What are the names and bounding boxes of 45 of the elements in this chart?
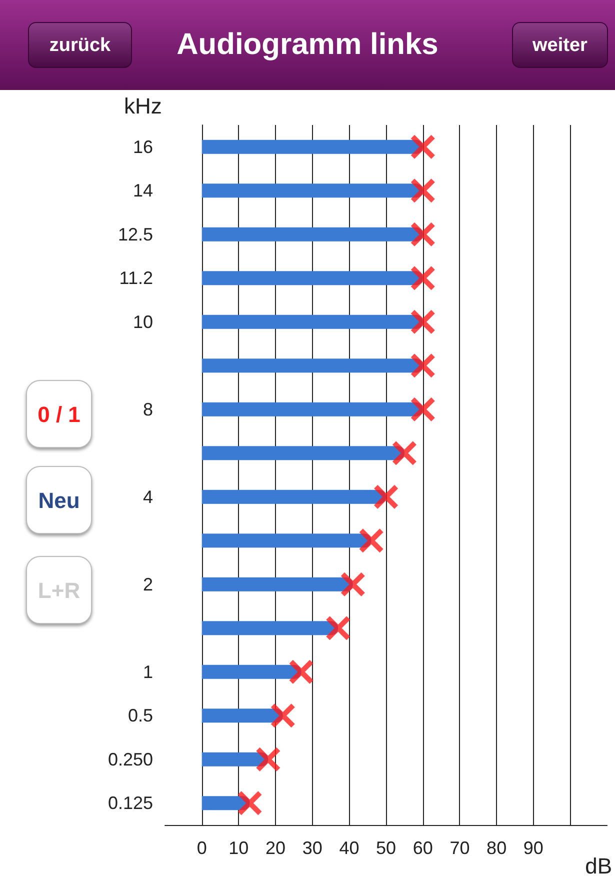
point [410,266,435,290]
new-button[interactable]: Neu [26,466,92,534]
y-tick-label: 0.5 [128,706,153,726]
point [374,484,398,509]
x-tick-label: 10 [228,838,249,858]
y-tick-label: 8 [142,399,153,420]
y-tick-label: 11.2 [119,268,153,288]
x-tick-label: 30 [302,838,322,858]
point [359,528,384,553]
y-axis-title: kHz [124,94,162,118]
x-tick-label: 40 [339,838,360,858]
point [410,134,435,159]
y-tick-label: 0.125 [108,793,153,814]
point [410,310,435,334]
point [289,660,314,684]
y-tick-label: 16 [132,136,153,157]
x-tick-label: 60 [412,838,433,858]
y-tick-label: 2 [142,574,153,594]
chart-title: Audiogramm links [176,28,438,61]
point [410,222,435,246]
point [326,616,350,640]
forward-button[interactable]: weiter [512,22,608,68]
x-tick-label: 50 [376,838,396,858]
x-axis-title: dB [585,854,612,878]
point [270,704,295,728]
y-tick-label: 12.5 [118,224,153,244]
point [238,791,262,816]
y-tick-label: 4 [142,486,153,507]
point [410,178,435,203]
y-tick-label: 0.250 [108,749,153,770]
x-tick-label: 70 [450,838,470,858]
y-tick-label: 1 [142,662,153,682]
x-tick-label: 20 [266,838,286,858]
point [410,354,435,378]
x-tick-label: 0 [196,838,207,858]
point [256,747,280,772]
point [410,397,435,422]
y-tick-label: 14 [132,180,153,201]
back-button[interactable]: zurück [28,22,132,68]
y-tick-label: 10 [132,312,153,332]
point [392,441,416,466]
x-tick-label: 80 [486,838,507,858]
x-tick-label: 90 [523,838,544,858]
toggle-button[interactable]: 0 / 1 [26,380,92,448]
point [340,572,365,596]
